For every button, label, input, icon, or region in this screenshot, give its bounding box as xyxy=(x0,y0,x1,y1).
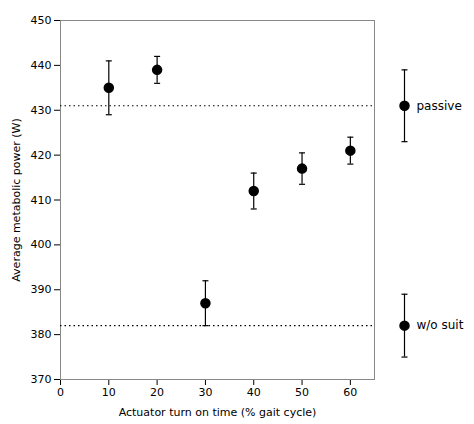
svg-text:0: 0 xyxy=(57,386,64,399)
svg-text:passive: passive xyxy=(417,99,462,113)
svg-text:430: 430 xyxy=(31,104,52,117)
svg-text:390: 390 xyxy=(31,283,52,296)
svg-text:Actuator turn on time (% gait: Actuator turn on time (% gait cycle) xyxy=(119,406,317,419)
svg-text:440: 440 xyxy=(31,59,52,72)
svg-text:Average metabolic power (W): Average metabolic power (W) xyxy=(10,118,23,282)
svg-text:420: 420 xyxy=(31,149,52,162)
svg-text:30: 30 xyxy=(198,386,212,399)
svg-text:450: 450 xyxy=(31,14,52,27)
svg-text:400: 400 xyxy=(31,238,52,251)
svg-text:w/o suit: w/o suit xyxy=(417,318,464,332)
svg-text:20: 20 xyxy=(150,386,164,399)
svg-text:380: 380 xyxy=(31,328,52,341)
svg-text:40: 40 xyxy=(247,386,261,399)
svg-text:50: 50 xyxy=(295,386,309,399)
svg-text:10: 10 xyxy=(102,386,116,399)
svg-text:60: 60 xyxy=(343,386,357,399)
svg-text:410: 410 xyxy=(31,194,52,207)
svg-text:370: 370 xyxy=(31,373,52,386)
